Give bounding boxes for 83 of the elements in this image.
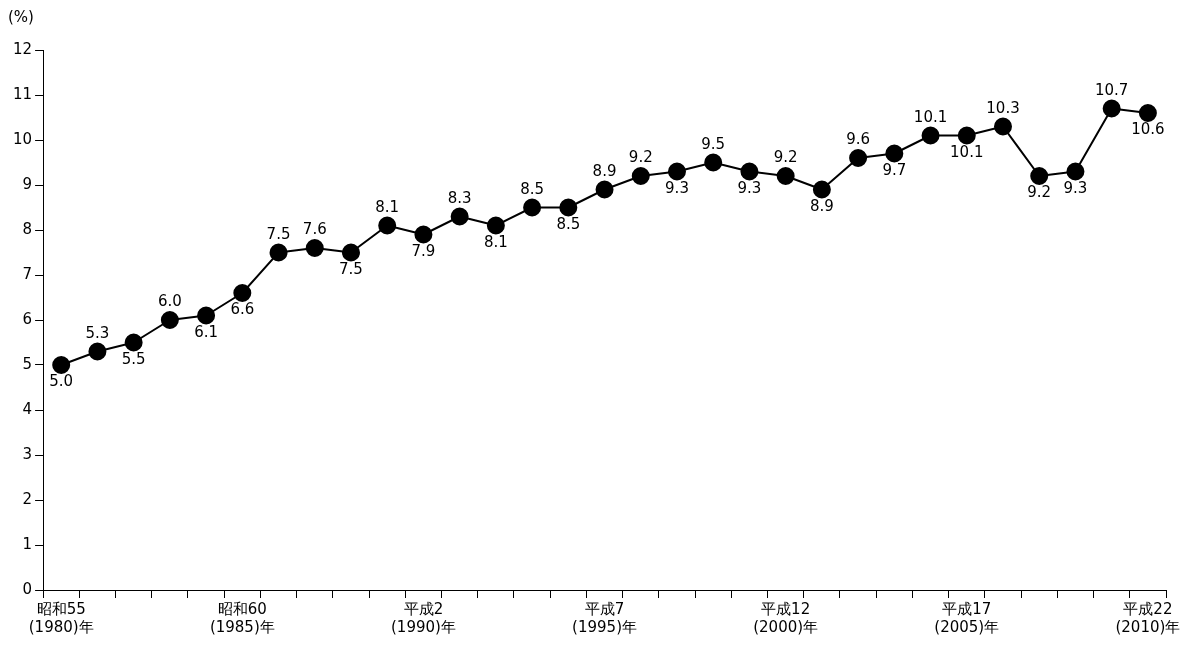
- x-tick-label: 平成17 (2005)年: [934, 599, 1000, 636]
- y-tick-label: 3: [22, 444, 33, 463]
- y-tick-label: 6: [22, 309, 33, 328]
- data-label: 6.0: [157, 292, 182, 311]
- data-label: 10.6: [1131, 120, 1165, 139]
- data-label: 9.6: [846, 130, 871, 149]
- point: [631, 167, 650, 185]
- point: [994, 117, 1012, 136]
- data-label: 8.9: [592, 161, 617, 180]
- x-tick-label: 昭和60 (1985)年: [209, 599, 275, 636]
- y-tick-label: 4: [22, 399, 33, 418]
- point: [197, 306, 216, 325]
- point: [1030, 167, 1049, 185]
- y-tick-label: 5: [22, 354, 33, 373]
- point: [52, 356, 71, 374]
- x-tick-label: 平成12 (2000)年: [753, 599, 819, 636]
- data-label: 5.3: [85, 323, 110, 342]
- data-label: 7.5: [266, 224, 291, 243]
- point: [595, 180, 614, 199]
- data-label: 8.3: [447, 188, 472, 207]
- point: [1102, 99, 1121, 118]
- data-label: 5.0: [49, 372, 74, 391]
- y-tick-label: 7: [22, 264, 33, 283]
- data-label: 7.5: [339, 259, 363, 278]
- data-label: 8.5: [556, 214, 581, 233]
- data-label: 6.6: [230, 300, 255, 319]
- point: [305, 239, 324, 257]
- point: [160, 311, 179, 329]
- data-label: 10.1: [950, 142, 984, 161]
- point: [414, 225, 433, 244]
- point: [559, 198, 578, 217]
- data-label: 9.5: [701, 134, 726, 153]
- point: [740, 162, 759, 181]
- point: [957, 126, 976, 145]
- point: [450, 207, 469, 226]
- point: [486, 216, 505, 235]
- y-tick-label: 2: [22, 489, 33, 508]
- data-label: 7.6: [302, 220, 327, 239]
- data-label: 6.1: [194, 322, 219, 341]
- y-tick-label: 10: [12, 129, 33, 148]
- data-label: 9.3: [665, 178, 689, 197]
- data-label: 7.9: [411, 241, 436, 260]
- point: [1138, 104, 1157, 122]
- x-tick-label: 平成2 (1990)年: [390, 599, 456, 636]
- point: [1066, 162, 1085, 181]
- data-label: 8.9: [809, 196, 834, 215]
- data-label: 9.3: [737, 178, 762, 197]
- point: [704, 153, 723, 172]
- data-label: 9.2: [773, 148, 798, 167]
- y-tick-label: 1: [22, 534, 33, 553]
- data-label: 8.1: [483, 232, 508, 251]
- data-label: 5.5: [121, 349, 146, 368]
- data-label: 9.2: [628, 148, 653, 167]
- point: [233, 284, 252, 302]
- y-tick-label: 11: [12, 84, 33, 103]
- point: [849, 149, 868, 167]
- point: [523, 198, 542, 217]
- data-label: 10.7: [1094, 80, 1129, 99]
- y-axis-title: (%): [8, 8, 34, 26]
- y-tick-label: 0: [22, 579, 33, 598]
- data-label: 9.7: [882, 160, 907, 179]
- point: [921, 126, 940, 145]
- y-tick-label: 8: [22, 219, 33, 238]
- point: [812, 180, 831, 199]
- point: [341, 243, 360, 262]
- point: [776, 167, 795, 185]
- x-tick-label: 昭和55 (1980)年: [28, 599, 94, 636]
- x-tick-label: 平成22 (2010)年: [1115, 599, 1181, 636]
- y-tick-label: 9: [22, 174, 33, 193]
- point: [88, 342, 107, 361]
- data-label: 8.5: [520, 179, 545, 198]
- data-label: 8.1: [375, 197, 400, 216]
- data-label: 10.3: [986, 98, 1020, 117]
- data-label: 9.2: [1027, 183, 1052, 202]
- point: [269, 243, 288, 262]
- data-label: 10.1: [913, 107, 948, 126]
- point: [124, 333, 143, 352]
- point: [885, 144, 904, 163]
- data-label: 9.3: [1063, 178, 1088, 197]
- point: [667, 162, 686, 181]
- x-tick-label: 平成7 (1995)年: [572, 599, 637, 636]
- y-tick-label: 12: [12, 39, 33, 58]
- point: [378, 216, 397, 235]
